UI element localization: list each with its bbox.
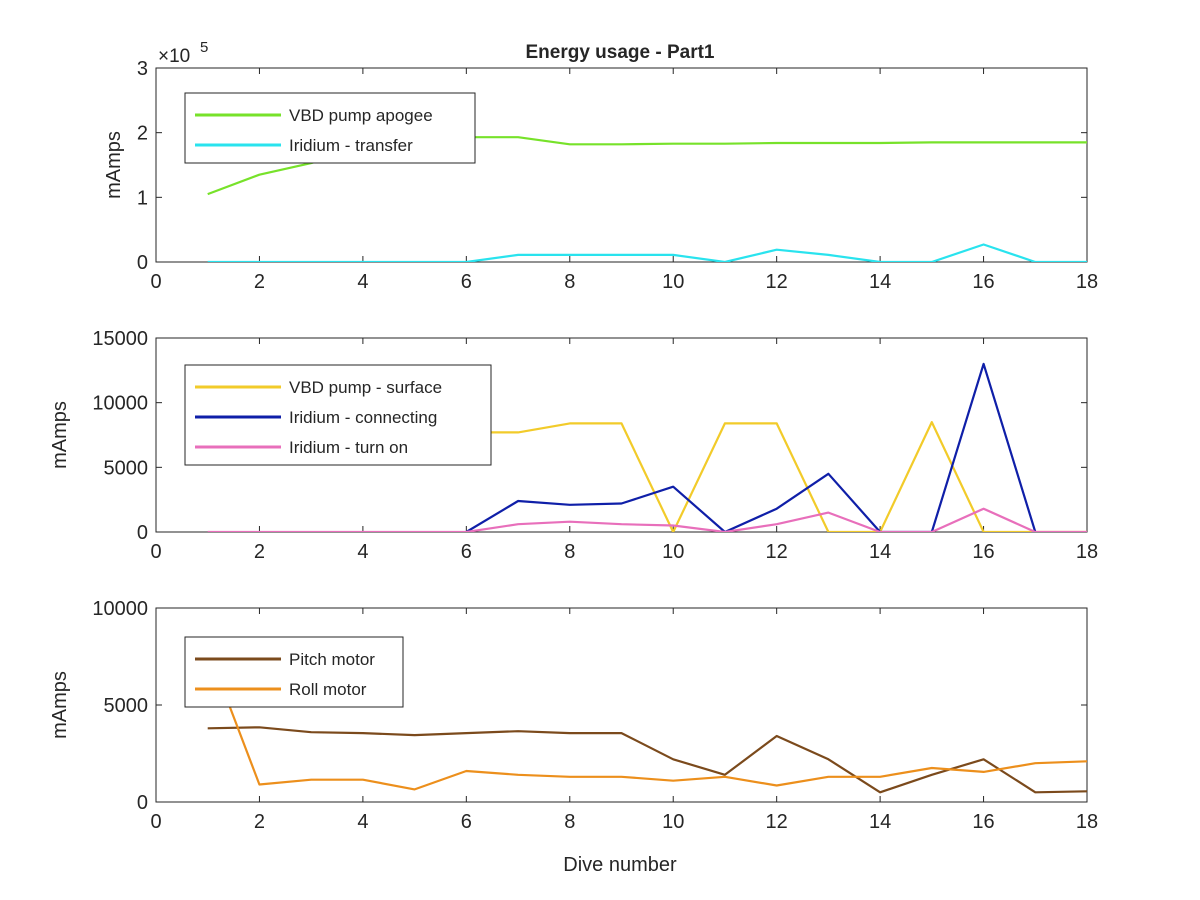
legend-label: Roll motor <box>289 680 367 699</box>
legend-label: Pitch motor <box>289 650 375 669</box>
x-tick-label: 10 <box>662 541 684 563</box>
y-axis-label: mAmps <box>49 401 71 469</box>
y-axis-label: mAmps <box>49 671 71 739</box>
x-tick-label: 14 <box>869 811 891 833</box>
x-tick-label: 16 <box>972 541 994 563</box>
x-tick-label: 16 <box>972 271 994 293</box>
y-tick-label: 5000 <box>104 695 149 717</box>
legend: VBD pump - surface Iridium - connecting Ir… <box>184 364 492 466</box>
x-tick-label: 14 <box>869 271 891 293</box>
legend-label: Iridium - connecting <box>289 408 437 427</box>
y-tick-label: 10000 <box>92 393 148 415</box>
series-line-vbd-pump-surface <box>466 421 1087 532</box>
legend-label: Iridium - turn on <box>289 438 408 457</box>
legend-box <box>184 92 476 164</box>
x-tick-label: 18 <box>1076 811 1098 833</box>
figure-xlabel: Dive number <box>563 854 677 876</box>
series-line-iridium-turn-on <box>207 507 1087 532</box>
y-tick-label: 1 <box>137 187 148 209</box>
series-line-roll-motor <box>227 702 1087 791</box>
y-tick-label: 10000 <box>92 598 148 620</box>
x-tick-label: 0 <box>150 811 161 833</box>
x-tick-label: 0 <box>150 541 161 563</box>
x-tick-label: 4 <box>357 811 368 833</box>
x-tick-label: 16 <box>972 811 994 833</box>
legend-label: Iridium - transfer <box>289 136 413 155</box>
x-tick-label: 6 <box>461 271 472 293</box>
x-tick-label: 4 <box>357 271 368 293</box>
legend: Pitch motor Roll motor <box>184 636 404 708</box>
x-tick-label: 6 <box>461 811 472 833</box>
x-tick-label: 2 <box>254 811 265 833</box>
y-exponent-power: 5 <box>200 39 208 56</box>
x-tick-label: 10 <box>662 271 684 293</box>
y-tick-label: 0 <box>137 252 148 274</box>
x-tick-label: 12 <box>766 271 788 293</box>
x-tick-label: 2 <box>254 271 265 293</box>
panel-3: 0 2 4 6 8 10 12 14 16 18 0 5000 10000 mAmps Pitch moto… <box>49 598 1098 833</box>
y-tick-label: 0 <box>137 792 148 814</box>
x-tick-label: 14 <box>869 541 891 563</box>
x-tick-label: 10 <box>662 811 684 833</box>
panel-2: 0 2 4 6 8 10 12 14 16 18 0 5000 10000 15000 mAmps VBD p… <box>49 328 1098 563</box>
legend-label: VBD pump - surface <box>289 378 442 397</box>
legend-label: VBD pump apogee <box>289 106 433 125</box>
x-tick-label: 0 <box>150 271 161 293</box>
x-tick-label: 18 <box>1076 271 1098 293</box>
x-tick-label: 8 <box>564 541 575 563</box>
y-tick-label: 2 <box>137 123 148 145</box>
y-tick-label: 3 <box>137 58 148 80</box>
legend-box <box>184 636 404 708</box>
series-line-iridium-transfer <box>207 243 1087 262</box>
series-group <box>207 362 1087 532</box>
x-tick-label: 6 <box>461 541 472 563</box>
legend: VBD pump apogee Iridium - transfer <box>184 92 476 164</box>
series-group <box>207 702 1087 794</box>
series-line-iridium-connecting <box>465 362 1037 532</box>
x-tick-label: 18 <box>1076 541 1098 563</box>
y-tick-label: 0 <box>137 522 148 544</box>
x-tick-label: 8 <box>564 271 575 293</box>
x-tick-label: 2 <box>254 541 265 563</box>
y-exponent-base: ×10 <box>158 46 190 67</box>
x-tick-label: 12 <box>766 541 788 563</box>
y-axis-label: mAmps <box>103 131 125 199</box>
x-tick-label: 8 <box>564 811 575 833</box>
y-tick-label: 15000 <box>92 328 148 350</box>
figure-title: Energy usage - Part1 <box>525 42 714 63</box>
series-line-pitch-motor <box>207 726 1087 794</box>
x-tick-label: 12 <box>766 811 788 833</box>
y-tick-label: 5000 <box>104 457 149 479</box>
x-tick-label: 4 <box>357 541 368 563</box>
